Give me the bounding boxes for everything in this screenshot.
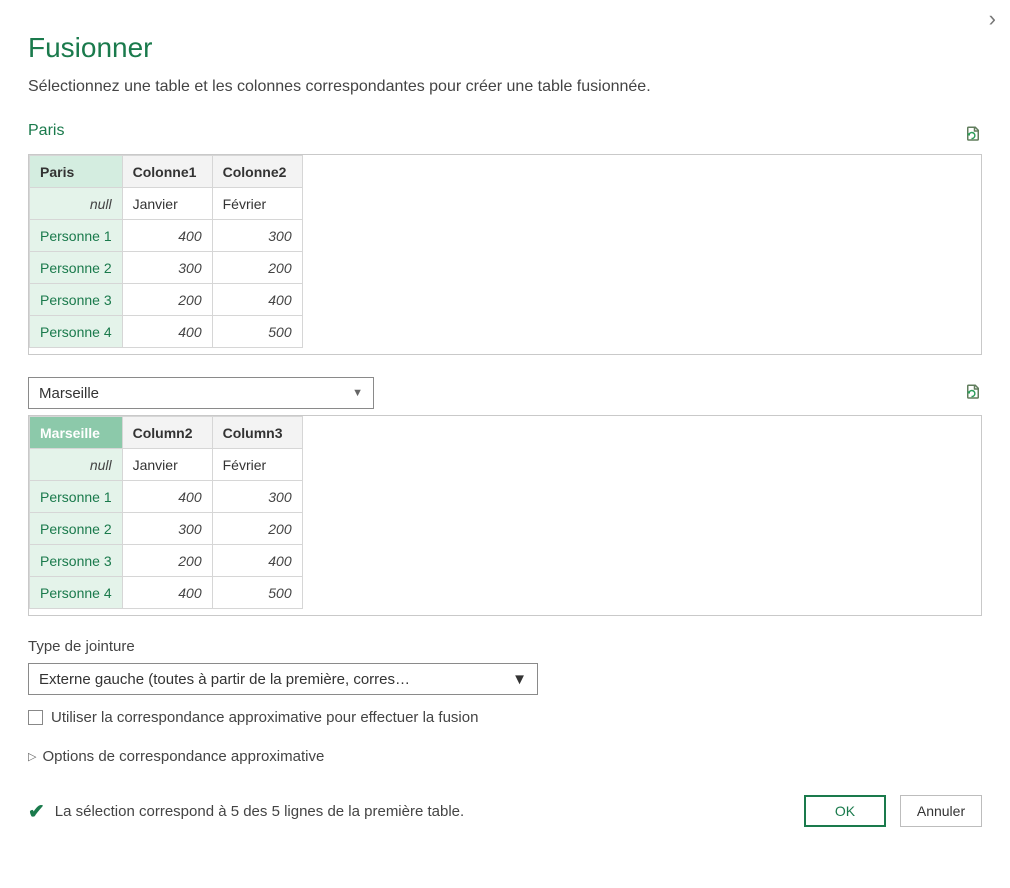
column-header[interactable]: Column3: [212, 417, 302, 449]
status-text: La sélection correspond à 5 des 5 lignes…: [55, 803, 464, 820]
table-row[interactable]: Personne 2300200: [30, 252, 303, 284]
fuzzy-match-checkbox-row[interactable]: Utiliser la correspondance approximative…: [28, 709, 982, 726]
table-cell[interactable]: Personne 4: [30, 577, 123, 609]
table-cell[interactable]: 400: [212, 284, 302, 316]
column-header[interactable]: Colonne2: [212, 156, 302, 188]
fuzzy-options-label: Options de correspondance approximative: [42, 748, 324, 765]
column-header[interactable]: Marseille: [30, 417, 123, 449]
table1-source-row: Paris: [28, 122, 982, 148]
status-message: ✔ La sélection correspond à 5 des 5 lign…: [28, 799, 464, 824]
table-row[interactable]: nullJanvierFévrier: [30, 449, 303, 481]
join-type-selected: Externe gauche (toutes à partir de la pr…: [39, 671, 410, 688]
table-cell[interactable]: 500: [212, 316, 302, 348]
table2-preview: MarseilleColumn2Column3nullJanvierFévrie…: [28, 415, 982, 616]
table-cell[interactable]: 300: [122, 513, 212, 545]
table-cell[interactable]: Janvier: [122, 449, 212, 481]
table-cell[interactable]: Personne 2: [30, 513, 123, 545]
table-row[interactable]: Personne 2300200: [30, 513, 303, 545]
table2[interactable]: MarseilleColumn2Column3nullJanvierFévrie…: [29, 416, 303, 609]
table-cell[interactable]: Février: [212, 449, 302, 481]
check-icon: ✔: [28, 799, 45, 824]
dialog-buttons: OK Annuler: [804, 795, 982, 827]
table-cell[interactable]: 200: [212, 252, 302, 284]
join-type-dropdown[interactable]: Externe gauche (toutes à partir de la pr…: [28, 663, 538, 695]
table-row[interactable]: Personne 3200400: [30, 284, 303, 316]
status-row: ✔ La sélection correspond à 5 des 5 lign…: [28, 795, 982, 827]
chevron-down-icon: ▼: [352, 387, 363, 399]
checkbox-icon[interactable]: [28, 710, 43, 725]
table-cell[interactable]: Janvier: [122, 188, 212, 220]
table-row[interactable]: Personne 4400500: [30, 577, 303, 609]
fuzzy-match-label: Utiliser la correspondance approximative…: [51, 709, 478, 726]
table-cell[interactable]: 400: [122, 577, 212, 609]
table-cell[interactable]: Personne 2: [30, 252, 123, 284]
table1[interactable]: ParisColonne1Colonne2nullJanvierFévrierP…: [29, 155, 303, 348]
table-cell[interactable]: 300: [212, 481, 302, 513]
table-cell[interactable]: 200: [122, 545, 212, 577]
table2-dropdown-label: Marseille: [39, 385, 99, 402]
table2-source-dropdown[interactable]: Marseille ▼: [28, 377, 374, 409]
table-cell[interactable]: Personne 4: [30, 316, 123, 348]
table-row[interactable]: Personne 1400300: [30, 481, 303, 513]
table-cell[interactable]: 200: [212, 513, 302, 545]
table-cell[interactable]: Personne 3: [30, 545, 123, 577]
table-cell[interactable]: Février: [212, 188, 302, 220]
refresh-icon[interactable]: [964, 125, 982, 146]
table1-source-label: Paris: [28, 122, 64, 140]
table-row[interactable]: Personne 1400300: [30, 220, 303, 252]
fuzzy-options-expander[interactable]: ▷ Options de correspondance approximativ…: [28, 748, 982, 765]
table2-source-row: Marseille ▼: [28, 377, 982, 409]
table-row[interactable]: Personne 4400500: [30, 316, 303, 348]
table-cell[interactable]: 200: [122, 284, 212, 316]
table-cell[interactable]: 400: [122, 481, 212, 513]
table-row[interactable]: Personne 3200400: [30, 545, 303, 577]
table-cell[interactable]: Personne 1: [30, 481, 123, 513]
table-cell[interactable]: 400: [212, 545, 302, 577]
table-cell[interactable]: 300: [122, 252, 212, 284]
refresh-icon[interactable]: [964, 383, 982, 404]
table-row[interactable]: nullJanvierFévrier: [30, 188, 303, 220]
table-cell[interactable]: Personne 1: [30, 220, 123, 252]
table-cell[interactable]: 500: [212, 577, 302, 609]
table-cell[interactable]: 400: [122, 220, 212, 252]
table-cell[interactable]: null: [30, 449, 123, 481]
cancel-button[interactable]: Annuler: [900, 795, 982, 827]
table-cell[interactable]: 400: [122, 316, 212, 348]
column-header[interactable]: Colonne1: [122, 156, 212, 188]
table-cell[interactable]: 300: [212, 220, 302, 252]
dialog-subtitle: Sélectionnez une table et les colonnes c…: [28, 78, 982, 96]
ok-button[interactable]: OK: [804, 795, 886, 827]
chevron-down-icon: ▼: [512, 671, 527, 688]
table-cell[interactable]: Personne 3: [30, 284, 123, 316]
chevron-right-icon: ▷: [28, 750, 36, 763]
table-cell[interactable]: null: [30, 188, 123, 220]
close-icon[interactable]: ›: [989, 6, 996, 32]
column-header[interactable]: Paris: [30, 156, 123, 188]
column-header[interactable]: Column2: [122, 417, 212, 449]
dialog-title: Fusionner: [28, 32, 982, 64]
join-type-label: Type de jointure: [28, 638, 982, 655]
merge-dialog: › Fusionner Sélectionnez une table et le…: [0, 0, 1010, 847]
table1-preview: ParisColonne1Colonne2nullJanvierFévrierP…: [28, 154, 982, 355]
